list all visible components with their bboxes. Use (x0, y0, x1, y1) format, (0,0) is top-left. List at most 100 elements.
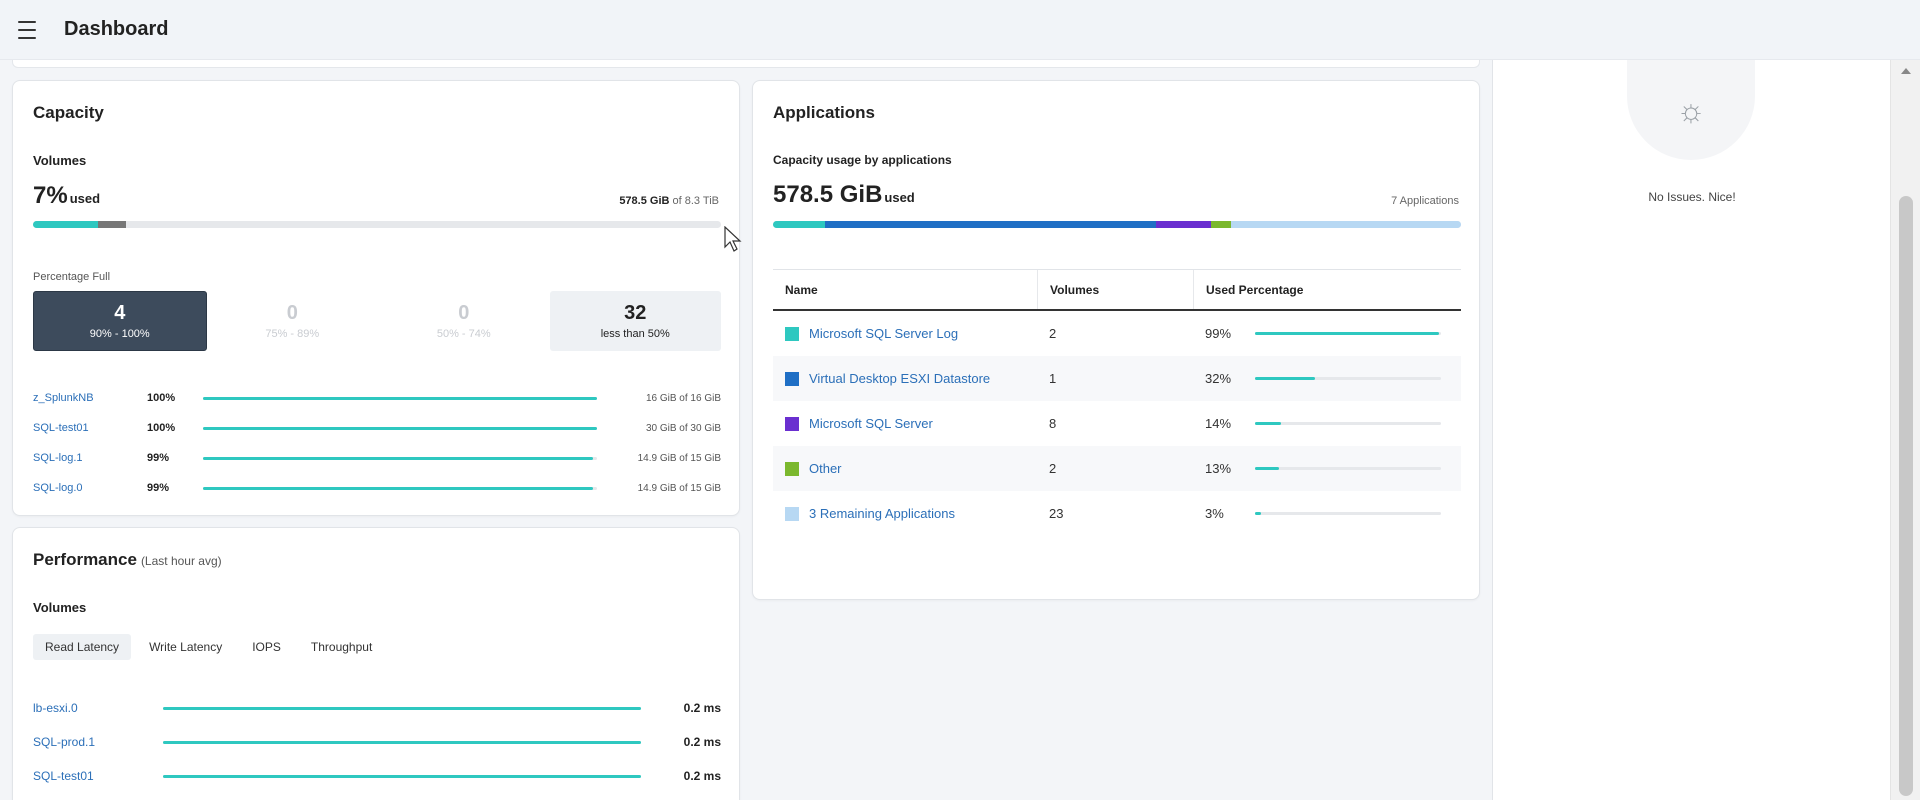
capacity-used-percent: 7% used (33, 182, 101, 209)
capacity-usage-bar (33, 221, 721, 228)
scroll-up-arrow-icon[interactable] (1901, 68, 1911, 74)
app-link[interactable]: Microsoft SQL Server (809, 416, 933, 431)
app-percent: 13% (1205, 461, 1232, 476)
latency-bar (163, 774, 641, 778)
page-title: Dashboard (64, 18, 169, 40)
page-scrollbar[interactable] (1890, 60, 1920, 800)
applications-used-unit: used (884, 190, 915, 205)
volume-link[interactable]: SQL-log.0 (33, 482, 83, 494)
table-row: Microsoft SQL Server Log 2 99% (773, 311, 1461, 356)
tile-50-74[interactable]: 0 50% - 74% (436, 302, 491, 340)
app-volumes: 1 (1049, 371, 1057, 386)
issues-status-circle: ☼ (1627, 60, 1755, 160)
app-link[interactable]: Microsoft SQL Server Log (809, 326, 959, 341)
app-percent: 99% (1205, 326, 1232, 341)
sun-icon: ☼ (1676, 91, 1706, 128)
tile-less-than-50[interactable]: 32 less than 50% (549, 291, 721, 351)
tile-75-89[interactable]: 0 75% - 89% (265, 302, 320, 340)
applications-count: 7 Applications (1391, 195, 1459, 207)
tile-90-100[interactable]: 4 90% - 100% (33, 291, 207, 351)
applications-table: Name Volumes Used Percentage Microsoft S… (773, 269, 1461, 536)
performance-title: Performance (Last hour avg) (33, 550, 222, 569)
header-used-percentage[interactable]: Used Percentage (1193, 270, 1461, 309)
issues-panel: ☼ No Issues. Nice! (1492, 60, 1890, 800)
volume-percent: 99% (147, 452, 170, 464)
performance-subtitle: (Last hour avg) (140, 554, 222, 568)
tab-iops[interactable]: IOPS (252, 640, 281, 654)
capacity-used-amount: 578.5 GiB of 8.3 TiB (619, 195, 719, 207)
app-usage-bar (1255, 422, 1441, 425)
collapsed-card-strip (12, 60, 1480, 68)
app-volumes: 8 (1049, 416, 1057, 431)
volume-bar (203, 426, 597, 430)
app-usage-bar (1255, 377, 1441, 380)
volume-row: z_SplunkNB 100% 16 GiB of 16 GiB (33, 388, 721, 408)
latency-row: SQL-test01 0.2 ms (33, 766, 721, 786)
applications-card: Applications Capacity usage by applicati… (752, 80, 1480, 600)
latency-bar (163, 706, 641, 710)
bar-segment (1155, 221, 1211, 228)
latency-value: 0.2 ms (683, 769, 721, 783)
latency-value: 0.2 ms (683, 701, 721, 715)
applications-used-value: 578.5 GiB used (773, 181, 915, 208)
volume-row: SQL-log.1 99% 14.9 GiB of 15 GiB (33, 448, 721, 468)
table-row: 3 Remaining Applications 23 3% (773, 491, 1461, 536)
app-color-swatch (785, 371, 799, 386)
header-volumes[interactable]: Volumes (1037, 270, 1193, 309)
app-volumes: 23 (1049, 506, 1064, 521)
header-name[interactable]: Name (785, 282, 818, 297)
tab-write-latency[interactable]: Write Latency (149, 640, 223, 654)
latency-volume-link[interactable]: lb-esxi.0 (33, 701, 78, 715)
performance-card: Performance (Last hour avg) Volumes Read … (12, 527, 740, 800)
volume-bar (203, 456, 597, 460)
volume-capacity: 30 GiB of 30 GiB (645, 422, 721, 434)
volume-capacity: 16 GiB of 16 GiB (645, 392, 721, 404)
app-percent: 14% (1205, 416, 1232, 431)
volume-link[interactable]: z_SplunkNB (33, 392, 94, 404)
capacity-volumes-label: Volumes (33, 153, 87, 168)
app-link[interactable]: 3 Remaining Applications (809, 506, 955, 521)
app-link[interactable]: Virtual Desktop ESXI Datastore (809, 371, 991, 386)
table-row: Other 2 13% (773, 446, 1461, 491)
latency-row: SQL-prod.1 0.2 ms (33, 732, 721, 752)
percentage-full-label: Percentage Full (33, 271, 111, 283)
tab-throughput[interactable]: Throughput (310, 640, 373, 654)
latency-row: lb-esxi.0 0.2 ms (33, 698, 721, 718)
tab-read-latency[interactable]: Read Latency (33, 634, 132, 660)
app-percent: 32% (1205, 371, 1232, 386)
scrollbar-thumb[interactable] (1899, 196, 1913, 796)
table-header: Name Volumes Used Percentage (773, 269, 1461, 311)
volume-percent: 100% (147, 422, 176, 434)
capacity-title: Capacity (33, 103, 104, 122)
volume-link[interactable]: SQL-test01 (33, 422, 89, 434)
volume-bar (203, 396, 597, 400)
app-usage-bar (1255, 332, 1441, 335)
top-bar: Dashboard (0, 0, 1920, 60)
bar-segment (773, 221, 826, 228)
bar-segment (33, 221, 99, 228)
bar-segment (98, 221, 126, 228)
capacity-card: Capacity Volumes 7% used 578.5 GiB of 8.3… (12, 80, 740, 516)
app-usage-bar (1255, 512, 1441, 515)
volume-link[interactable]: SQL-log.1 (33, 452, 83, 464)
app-percent: 3% (1205, 506, 1224, 521)
app-link[interactable]: Other (809, 461, 842, 476)
hamburger-icon[interactable] (18, 20, 42, 39)
bar-segment (1210, 221, 1232, 228)
no-issues-text: No Issues. Nice! (1648, 190, 1736, 204)
latency-value: 0.2 ms (683, 735, 721, 749)
table-row: Microsoft SQL Server 8 14% (773, 401, 1461, 446)
latency-volume-link[interactable]: SQL-prod.1 (33, 735, 96, 749)
percentage-full-tiles: 4 90% - 100% 0 75% - 89% 0 50% - 74% 32 less… (33, 291, 721, 351)
mouse-cursor-icon (724, 226, 742, 252)
volume-row: SQL-test01 100% 30 GiB of 30 GiB (33, 418, 721, 438)
latency-volume-link[interactable]: SQL-test01 (33, 769, 94, 783)
bar-segment (825, 221, 1156, 228)
app-color-swatch (785, 461, 799, 476)
volume-capacity: 14.9 GiB of 15 GiB (637, 452, 721, 464)
bar-segment (1231, 221, 1461, 228)
app-volumes: 2 (1049, 461, 1057, 476)
table-row: Virtual Desktop ESXI Datastore 1 32% (773, 356, 1461, 401)
volume-percent: 100% (147, 392, 176, 404)
app-color-swatch (785, 506, 799, 521)
